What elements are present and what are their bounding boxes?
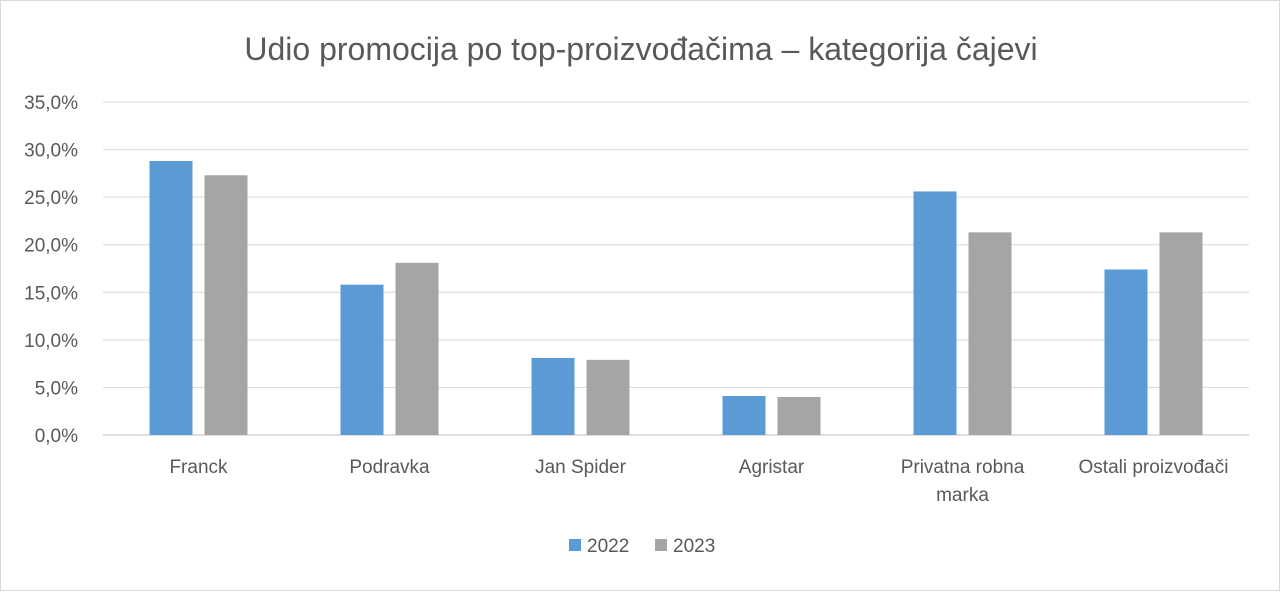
legend-label-2022: 2022 <box>587 536 629 557</box>
legend-label-2023: 2023 <box>673 536 715 557</box>
bar-2022-2 <box>531 357 575 435</box>
x-category-label: Privatna robna marka <box>901 457 1025 506</box>
bar-2023-0 <box>204 175 248 435</box>
chart-title: Udio promocija po top-proizvođačima – ka… <box>244 31 1037 67</box>
y-tick-label: 30,0% <box>24 141 78 162</box>
bar-2023-5 <box>1159 232 1203 435</box>
bar-2023-3 <box>777 396 821 435</box>
x-category-label: Ostali proizvođači <box>1079 457 1229 478</box>
y-tick-label: 0,0% <box>35 426 78 447</box>
bar-2023-1 <box>395 262 439 435</box>
y-tick-label: 35,0% <box>24 93 78 114</box>
bar-2022-0 <box>149 160 193 435</box>
bar-2023-2 <box>586 359 630 435</box>
y-axis-ticks: 0,0% 5,0% 10,0% 15,0% 20,0% 25,0% 30,0% 35,0% <box>24 93 78 447</box>
legend-swatch-2023 <box>655 539 667 551</box>
gridlines <box>103 101 1249 436</box>
bars <box>149 160 1203 435</box>
bar-2022-4 <box>913 191 957 435</box>
bar-2023-4 <box>968 232 1012 435</box>
x-category-label: Franck <box>169 457 228 478</box>
y-tick-label: 10,0% <box>24 331 78 352</box>
x-category-label: Jan Spider <box>535 457 627 478</box>
legend: 2022 2023 <box>569 536 715 557</box>
bar-2022-1 <box>340 284 384 435</box>
legend-swatch-2022 <box>569 539 581 551</box>
bar-2022-5 <box>1104 269 1148 435</box>
y-tick-label: 25,0% <box>24 188 78 209</box>
x-category-label: Podravka <box>349 457 430 478</box>
y-tick-label: 5,0% <box>35 378 78 399</box>
x-axis-categories: Franck Podravka Jan Spider Agristar Privatna… <box>169 457 1228 506</box>
y-tick-label: 20,0% <box>24 236 78 257</box>
bar-2022-3 <box>722 395 766 435</box>
x-category-label: Agristar <box>739 457 805 478</box>
y-tick-label: 15,0% <box>24 283 78 304</box>
